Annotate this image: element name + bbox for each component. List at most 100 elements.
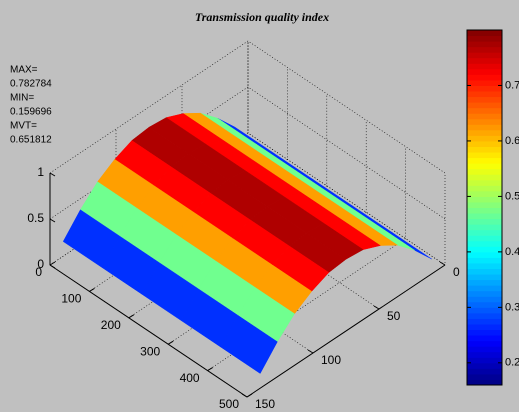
z-tick [49, 264, 56, 269]
colorbar-segment [467, 196, 502, 203]
stat-annotation: MAX= [10, 65, 38, 76]
colorbar-segment [467, 35, 502, 42]
colorbar-segment [467, 279, 502, 286]
colorbar-segment [467, 163, 502, 170]
y-tick [439, 261, 446, 266]
x-axis [49, 264, 248, 398]
grid-line [207, 146, 406, 371]
x-tick [89, 287, 95, 292]
stat-annotation: 0.651812 [10, 135, 52, 146]
colorbar-segment [467, 68, 502, 75]
x-tick-label: 400 [180, 371, 200, 385]
z-tick-label: 1 [37, 165, 44, 179]
colorbar-segment [467, 107, 502, 114]
colorbar-segment [467, 235, 502, 242]
x-tick-label: 200 [101, 318, 121, 332]
colorbar-segment [467, 168, 502, 175]
grid-line [168, 120, 367, 345]
z-tick [49, 172, 56, 177]
colorbar-tick-label: 0.5 [505, 190, 519, 202]
colorbar-segment [467, 257, 502, 264]
colorbar-segment [467, 329, 502, 336]
grid-line [128, 93, 328, 319]
colorbar-segment [467, 285, 502, 292]
colorbar-segment [467, 96, 502, 103]
colorbar-segment [467, 323, 502, 331]
colorbar-segment [467, 246, 502, 253]
colorbar-segment [467, 351, 502, 358]
colorbar-segment [467, 174, 502, 181]
colorbar-segment [467, 124, 502, 131]
colorbar-segment [467, 335, 502, 342]
colorbar-segment [467, 307, 502, 314]
colorbar-segment [467, 218, 502, 225]
x-tick-label: 0 [35, 265, 42, 279]
colorbar-segment [467, 373, 502, 380]
z-tick [49, 218, 56, 223]
colorbar-segment [467, 240, 502, 247]
grid-line [49, 40, 446, 174]
colorbar-segment [467, 79, 502, 86]
colorbar-segment [467, 113, 502, 120]
colorbar-segment [467, 251, 502, 258]
colorbar-tick-label: 0.2 [505, 357, 519, 369]
y-tick [241, 393, 248, 398]
stat-annotation: 0.159696 [10, 107, 52, 118]
colorbar-tick-label: 0.4 [505, 246, 519, 258]
colorbar-segment [467, 102, 502, 109]
y-tick-label: 0 [453, 265, 460, 279]
colorbar-segment [467, 157, 502, 164]
colorbar-segment [467, 140, 502, 147]
x-tick [49, 261, 56, 266]
colorbar-segment [467, 301, 502, 308]
colorbar-segment [467, 63, 502, 70]
colorbar-segment [467, 274, 502, 281]
z-tick-label: 0.5 [27, 211, 44, 225]
y-tick-label: 100 [321, 353, 341, 367]
colorbar-segment [467, 340, 502, 347]
x-tick [167, 340, 174, 345]
colorbar-segment [467, 185, 502, 192]
colorbar-tick-label: 0.7 [505, 79, 519, 91]
x-tick-label: 300 [140, 344, 160, 358]
colorbar-segment [467, 135, 502, 142]
colorbar-segment [467, 262, 502, 270]
colorbar-segment [467, 41, 502, 48]
colorbar-segment [467, 318, 502, 325]
colorbar-segment [467, 91, 502, 98]
colorbar-segment [467, 30, 502, 37]
colorbar-segment [467, 312, 502, 319]
x-tick [128, 314, 135, 319]
x-tick [246, 393, 253, 398]
colorbar-segment [467, 179, 502, 186]
z-tick-label: 0 [37, 257, 44, 271]
stat-annotation: 0.782784 [10, 79, 52, 90]
y-tick-label: 150 [255, 397, 275, 411]
colorbar-segment [467, 362, 502, 369]
stat-annotation: MVT= [10, 121, 37, 132]
colorbar-segment [467, 229, 502, 236]
colorbar-segment [467, 290, 502, 297]
colorbar-segment [467, 152, 502, 159]
colorbar-segment [467, 190, 502, 197]
colorbar-segment [467, 368, 502, 375]
colorbar-segment [467, 224, 502, 231]
x-tick-label: 100 [61, 292, 81, 306]
colorbar-segment [467, 52, 502, 59]
colorbar-segment [467, 146, 502, 153]
colorbar-segment [467, 207, 502, 214]
colorbar-segment [467, 74, 502, 81]
grid-line [49, 86, 446, 220]
colorbar-tick-label: 0.6 [505, 135, 519, 147]
y-axis [246, 264, 446, 398]
y-tick [373, 305, 380, 310]
colorbar-segment [467, 46, 502, 53]
colorbar-frame [466, 29, 503, 386]
colorbar-segment [467, 201, 502, 208]
colorbar-segment [467, 296, 502, 303]
colorbar-tick-label: 0.3 [505, 301, 519, 313]
colorbar-segment [467, 379, 502, 386]
colorbar-segment [467, 118, 502, 125]
colorbar-segment [467, 357, 502, 364]
